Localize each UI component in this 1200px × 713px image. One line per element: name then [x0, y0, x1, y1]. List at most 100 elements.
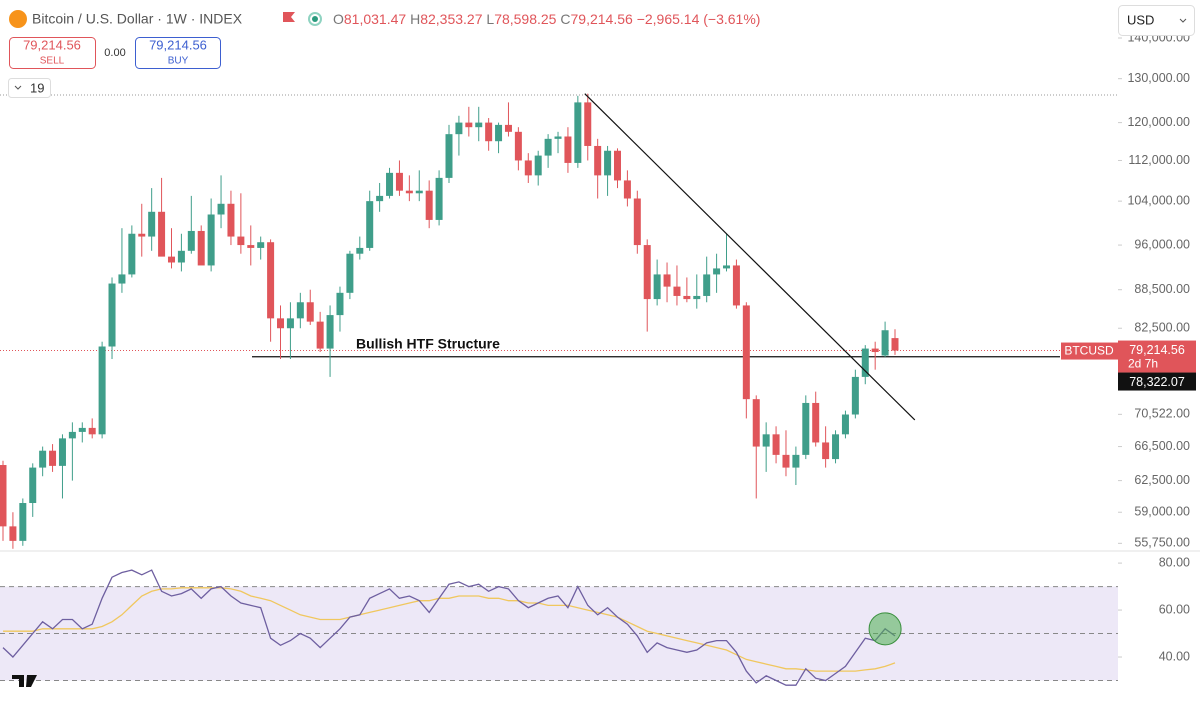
sell-button[interactable] [9, 37, 96, 69]
rsi-highlight [868, 612, 902, 646]
candle-body [623, 180, 631, 199]
ohlc-key: H [410, 11, 420, 27]
candle-body [267, 242, 275, 319]
ohlc-value: 78,598.25 [494, 11, 556, 27]
candle-body [812, 402, 820, 443]
candle-body [693, 295, 701, 300]
candle-body [247, 245, 255, 248]
candle-body [277, 318, 285, 329]
candle-body [841, 414, 849, 435]
candle-body [544, 138, 552, 156]
support-annotation: Bullish HTF Structure [356, 335, 500, 351]
ohlc-value: 82,353.27 [420, 11, 482, 27]
candle-body [663, 274, 671, 287]
currency-dropdown[interactable] [1118, 5, 1195, 36]
candle-body [554, 136, 562, 139]
chevron [1179, 18, 1187, 23]
price-tag-label: 79,214.56 [1129, 343, 1185, 357]
candle-body [425, 190, 433, 220]
candle-body [415, 190, 423, 194]
candle-body [237, 236, 245, 246]
status-dot-core [312, 16, 318, 22]
candle-body [98, 346, 106, 435]
rsi-tick-label: 80.00 [1159, 555, 1190, 569]
y-tick-label: 88,500.00 [1134, 282, 1190, 296]
y-tick-label: 130,000.00 [1127, 71, 1190, 85]
currency: USD [1127, 12, 1154, 27]
candle-body [177, 250, 185, 263]
candle-body [366, 201, 374, 248]
y-tick-label: 120,000.00 [1127, 115, 1190, 129]
candle-body [158, 211, 166, 257]
buy-button[interactable] [135, 37, 221, 69]
ohlc-key: C [560, 11, 570, 27]
ohlc-key: L [486, 11, 494, 27]
candle-body [594, 145, 602, 176]
price-tag [1118, 340, 1196, 373]
candle-body [643, 245, 651, 300]
candle-body [395, 172, 403, 191]
candle-body [713, 268, 721, 275]
trendline [584, 93, 916, 421]
candle-body [227, 203, 235, 237]
candle-body [336, 292, 344, 316]
candle-body [802, 402, 810, 455]
candle-body [742, 305, 750, 400]
indicators-toggle[interactable] [8, 78, 51, 98]
candle-body [445, 134, 453, 178]
candle-body [296, 302, 304, 319]
candle-body [346, 253, 354, 293]
candle-body [832, 434, 840, 460]
candle-body [167, 256, 175, 263]
candle-body [475, 122, 483, 128]
candle-body [822, 442, 830, 460]
flag-icon [283, 12, 295, 22]
symbol-tag [1061, 342, 1118, 360]
ohlc: O81,031.47 H82,353.27 L78,598.25 C79,214… [333, 11, 760, 27]
candle-body [495, 124, 503, 142]
symbol-tag-label: BTCUSD [1064, 344, 1114, 358]
candle-body [723, 265, 731, 269]
ohlc-value: 81,031.47 [344, 11, 406, 27]
candle-body [455, 122, 463, 135]
candle-body [326, 315, 334, 349]
candle-body [0, 465, 7, 527]
candle-body [703, 274, 711, 296]
candle-body [306, 302, 314, 322]
candle-body [524, 160, 532, 176]
y-tick-label: 59,000.00 [1134, 505, 1190, 519]
candle-body [376, 195, 384, 202]
candle-body [762, 434, 770, 447]
candle-body [356, 247, 364, 254]
candle-body [633, 198, 641, 246]
candle-body [118, 274, 126, 284]
price-pane: 140,000.00130,000.00120,000.00112,000.00… [0, 30, 1196, 550]
candle-body [19, 503, 27, 541]
sell-label: SELL [40, 56, 65, 67]
candle-body [49, 450, 57, 466]
rsi-tick-label: 60.00 [1159, 602, 1190, 616]
candle-body [564, 136, 572, 163]
y-tick-label: 96,000.00 [1134, 237, 1190, 251]
coin-icon [9, 10, 27, 28]
candle-body [792, 454, 800, 468]
candle-body [485, 122, 493, 142]
candle-body [891, 338, 899, 351]
support-tag [1118, 372, 1196, 391]
candle-body [465, 122, 473, 128]
candle-body [861, 348, 869, 377]
status-dot [308, 12, 322, 26]
candle-body [574, 102, 582, 163]
ohlc-key: O [333, 11, 344, 27]
candle-body [504, 124, 512, 132]
candle-body [772, 434, 780, 455]
y-tick-label: 112,000.00 [1128, 153, 1190, 167]
y-tick-label: 70,522.00 [1134, 407, 1190, 421]
candle-body [514, 131, 522, 161]
candle-body [673, 286, 681, 296]
candle-body [871, 348, 879, 353]
candle-body [148, 211, 156, 237]
candle-body [187, 230, 195, 251]
y-tick-label: 82,500.00 [1134, 321, 1190, 335]
